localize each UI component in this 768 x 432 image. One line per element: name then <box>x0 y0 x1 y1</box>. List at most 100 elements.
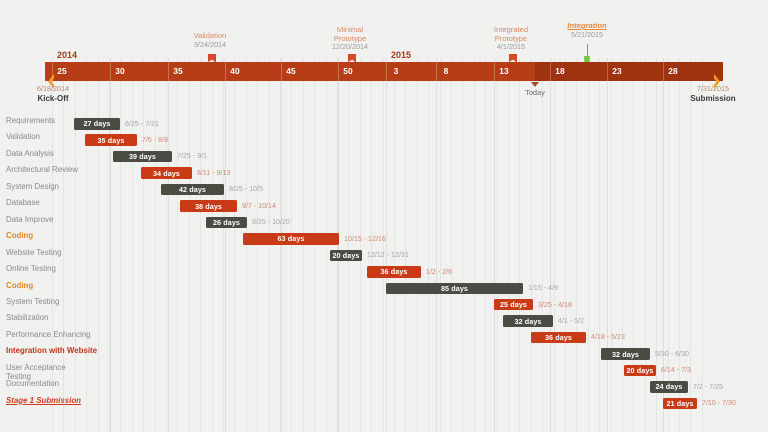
gridline-minor <box>440 58 441 432</box>
axis-tick-label: 28 <box>668 65 678 76</box>
task-row[interactable]: Coding 85 days 1/15 - 4/9 <box>0 281 768 297</box>
axis-year-label: 2015 <box>391 50 412 60</box>
gridline <box>436 58 437 432</box>
task-row[interactable]: Architectural Review 34 days 8/11 - 9/13 <box>0 165 768 181</box>
task-row[interactable]: Website Testing 20 days 12/12 - 12/31 <box>0 248 768 264</box>
task-daterange: 8/25 - 10/5 <box>229 185 263 194</box>
task-daterange: 6/25 - 7/21 <box>125 119 159 128</box>
gridline-minor <box>622 58 623 432</box>
task-bar[interactable]: 24 days <box>650 381 688 393</box>
task-row[interactable]: Integration with Website 32 days 5/30 - 6/… <box>0 346 768 362</box>
gridline-minor <box>269 58 270 432</box>
gridline-minor <box>63 58 64 432</box>
task-bar[interactable]: 34 days <box>141 167 192 179</box>
axis-tick <box>281 62 282 81</box>
end_marker-caption: 7/31/2015 Submission <box>682 84 744 103</box>
task-row[interactable]: Documentation 24 days 7/2 - 7/25 <box>0 379 768 395</box>
gridline-minor <box>291 58 292 432</box>
task-row[interactable]: Coding 63 days 10/15 - 12/16 <box>0 231 768 247</box>
gridline <box>386 58 387 432</box>
gridline-minor <box>428 58 429 432</box>
task-duration: 36 days <box>380 267 408 277</box>
task-row[interactable]: Validation 35 days 7/5 - 8/8 <box>0 132 768 148</box>
milestone-1[interactable]: Validation 9/24/2014 <box>170 31 250 49</box>
axis-tick <box>168 62 169 81</box>
milestone-2[interactable]: Minimal Prototype 12/20/2014 <box>310 25 390 51</box>
task-daterange: 3/25 - 4/18 <box>538 300 572 309</box>
milestone-date: 4/1/2015 <box>497 42 525 51</box>
gridline <box>607 58 608 432</box>
task-bar[interactable]: 26 days <box>206 216 247 229</box>
axis-tick <box>436 62 437 81</box>
task-bar[interactable]: 27 days <box>74 118 120 130</box>
gridline-minor <box>702 58 703 432</box>
gridline-minor <box>120 58 121 432</box>
end_marker-date: 7/31/2015 <box>697 84 729 93</box>
task-bar[interactable]: 20 days <box>330 249 362 262</box>
gridline-minor <box>611 58 612 432</box>
start-marker-icon <box>47 74 54 89</box>
gridline-minor <box>633 58 634 432</box>
task-bar[interactable]: 38 days <box>180 200 237 212</box>
task-bar[interactable]: 32 days <box>601 348 650 360</box>
task-duration: 20 days <box>332 250 360 260</box>
milestone-name: Integrated Prototype <box>493 25 529 43</box>
milestone-4[interactable]: Integration 5/21/2015 <box>547 21 627 39</box>
task-label: Data Analysis <box>6 148 54 158</box>
gridline <box>494 58 495 432</box>
task-row[interactable]: Online Testing 36 days 1/2 - 2/6 <box>0 264 768 280</box>
axis-tick-label: 25 <box>57 65 67 76</box>
task-label: System Testing <box>6 296 60 306</box>
axis-tick <box>550 62 551 81</box>
task-duration: 32 days <box>514 316 542 326</box>
task-row[interactable]: Stage 1 Submission 21 days 7/10 - 7/30 <box>0 396 768 412</box>
gridline-minor <box>462 58 463 432</box>
task-bar[interactable]: 39 days <box>113 150 172 163</box>
task-duration: 85 days <box>440 283 469 293</box>
gridline-minor <box>588 58 589 432</box>
task-bar[interactable]: 63 days <box>243 233 339 245</box>
gridline-minor <box>383 58 384 432</box>
task-bar[interactable]: 85 days <box>386 282 523 294</box>
task-daterange: 7/2 - 7/25 <box>693 382 723 391</box>
axis-tick-label: 40 <box>230 65 240 76</box>
task-row[interactable]: Data Improve 26 days 9/25 - 10/20 <box>0 215 768 231</box>
task-row[interactable]: Data Analysis 39 days 7/25 - 9/1 <box>0 149 768 165</box>
milestone-flag-icon <box>348 54 356 63</box>
axis-tick-label: 35 <box>173 65 183 76</box>
task-row[interactable]: System Design 42 days 8/25 - 10/5 <box>0 182 768 198</box>
task-daterange: 6/14 - 7/3 <box>661 366 691 375</box>
task-row[interactable]: Database 38 days 9/7 - 10/14 <box>0 198 768 214</box>
task-row[interactable]: Performance Enhancing 36 days 4/18 - 5/23 <box>0 330 768 346</box>
milestone-3[interactable]: Integrated Prototype 4/1/2015 <box>471 25 551 51</box>
task-daterange: 9/25 - 10/20 <box>252 218 290 227</box>
task-row[interactable]: Requirements 27 days 6/25 - 7/21 <box>0 116 768 132</box>
gridline-minor <box>155 58 156 432</box>
task-daterange: 10/15 - 12/16 <box>344 234 386 243</box>
timeline-axis[interactable]: 25 30 35 40 45 50 3 8 13 18 23 28 <box>45 62 723 81</box>
task-bar[interactable]: 21 days <box>663 397 697 410</box>
task-row[interactable]: User Acceptance Testing 20 days 6/14 - 7/3 <box>0 363 768 382</box>
task-bar[interactable]: 36 days <box>367 266 421 278</box>
gridline-minor <box>200 58 201 432</box>
axis-segment-past <box>45 62 535 81</box>
gridline-minor <box>348 58 349 432</box>
gridline-minor <box>177 58 178 432</box>
gridline <box>338 58 339 432</box>
task-label: Database <box>6 198 40 208</box>
task-bar[interactable]: 42 days <box>161 183 224 196</box>
task-bar[interactable]: 36 days <box>531 331 586 344</box>
task-bar[interactable]: 25 days <box>494 298 533 311</box>
gridline-minor <box>86 58 87 432</box>
gridline-minor <box>679 58 680 432</box>
task-bar[interactable]: 35 days <box>85 134 137 146</box>
task-bar[interactable]: 32 days <box>503 315 553 327</box>
axis-segment-future <box>535 62 723 81</box>
start_marker-caption: 6/18/2014 Kick-Off <box>22 84 84 103</box>
gridline-minor <box>360 58 361 432</box>
gridline <box>225 58 226 432</box>
task-row[interactable]: Stabilization 32 days 4/1 - 5/2 <box>0 313 768 329</box>
task-bar[interactable]: 20 days <box>624 364 656 377</box>
task-daterange: 7/10 - 7/30 <box>702 399 736 408</box>
task-row[interactable]: System Testing 25 days 3/25 - 4/18 <box>0 297 768 313</box>
